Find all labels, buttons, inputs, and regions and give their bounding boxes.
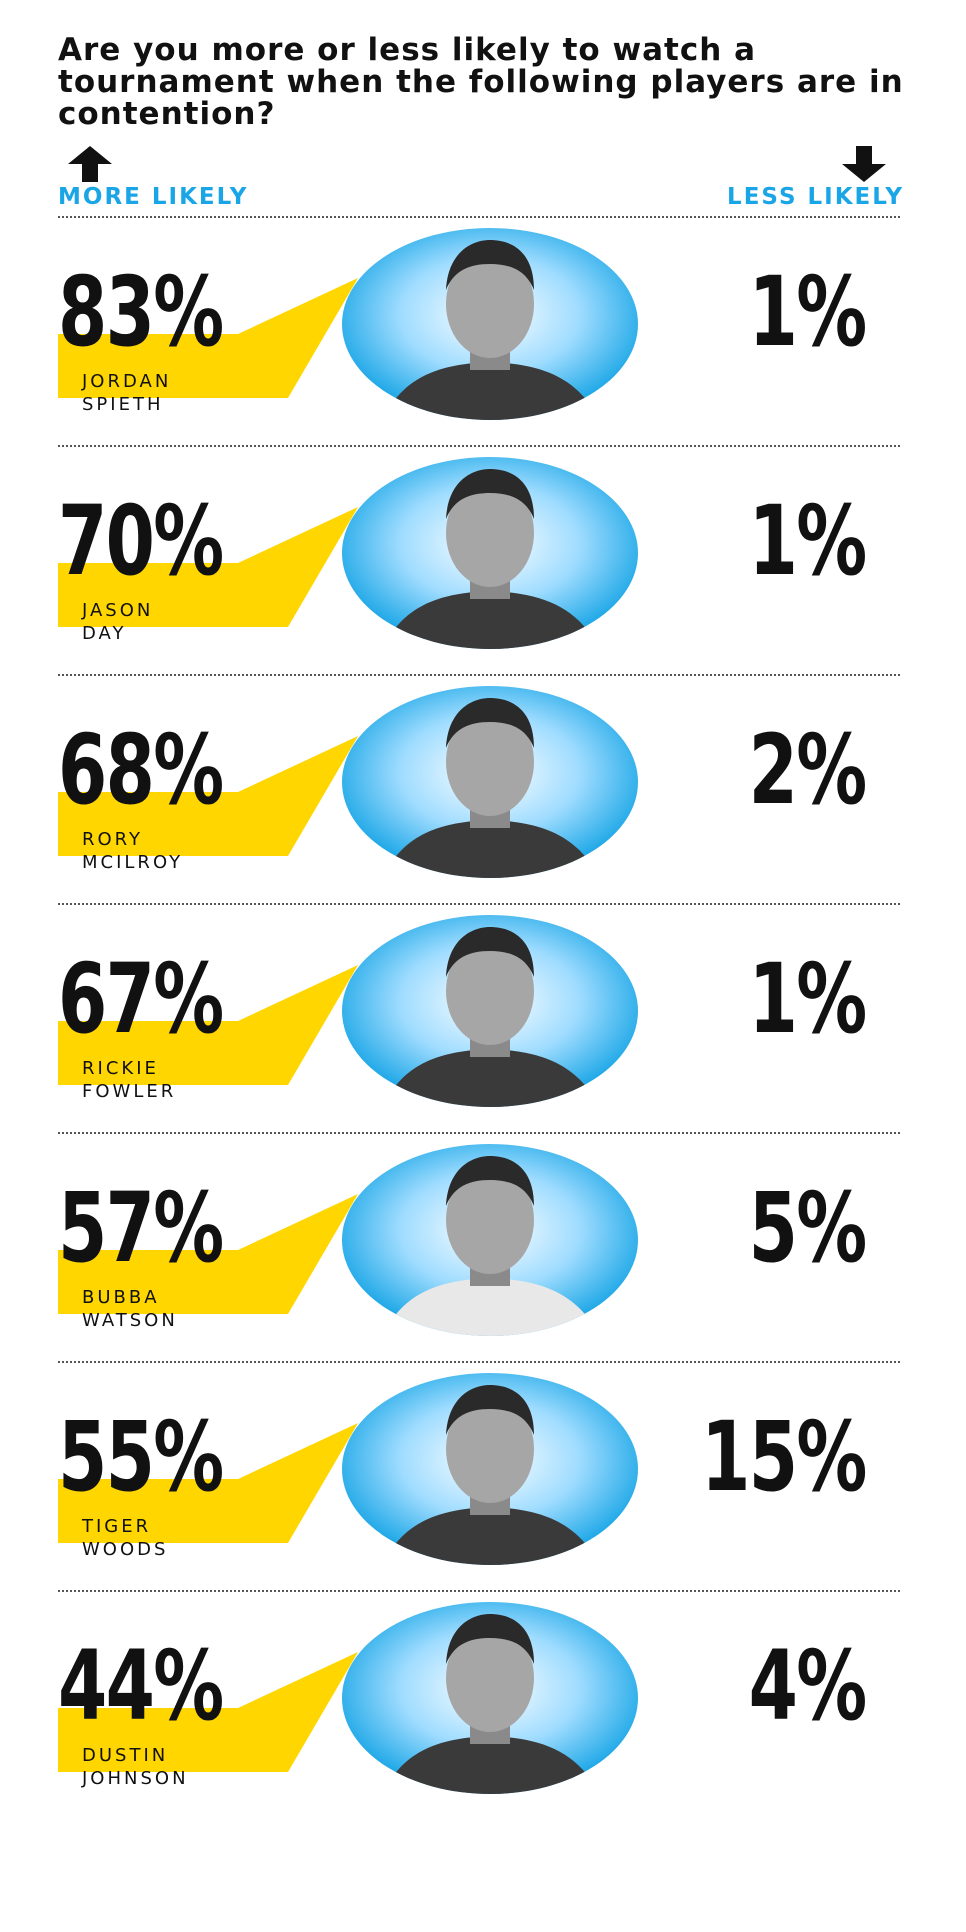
player-portrait bbox=[342, 1373, 638, 1565]
less-likely-value: 1% bbox=[749, 256, 868, 368]
callout-shape bbox=[58, 965, 358, 1085]
divider bbox=[58, 445, 900, 447]
less-likely-value: 15% bbox=[701, 1401, 867, 1513]
divider bbox=[58, 903, 900, 905]
player-name: RORY MCILROY bbox=[82, 828, 282, 874]
player-name-line: DUSTIN bbox=[82, 1745, 169, 1766]
player-name-line: MCILROY bbox=[82, 852, 184, 873]
player-name-line: SPIETH bbox=[82, 394, 164, 415]
legend-more-likely: MORE LIKELY bbox=[58, 184, 249, 210]
player-portrait bbox=[342, 686, 638, 878]
more-likely-value: 67% bbox=[58, 943, 224, 1055]
player-name-line: TIGER bbox=[82, 1516, 152, 1537]
player-name: TIGER WOODS bbox=[82, 1515, 282, 1561]
divider bbox=[58, 674, 900, 676]
legend-less-likely: LESS LIKELY bbox=[727, 184, 904, 210]
player-portrait bbox=[342, 915, 638, 1107]
arrow-down-icon bbox=[842, 146, 886, 182]
more-likely-value: 55% bbox=[58, 1401, 224, 1513]
player-portrait bbox=[342, 228, 638, 420]
more-likely-value: 70% bbox=[58, 485, 224, 597]
player-name-line: JORDAN bbox=[82, 371, 172, 392]
player-row: 83% JORDAN SPIETH 1% bbox=[0, 218, 966, 448]
callout-shape bbox=[58, 278, 358, 398]
chart-title: Are you more or less likely to watch a t… bbox=[58, 32, 904, 132]
divider bbox=[58, 216, 900, 218]
callout-shape bbox=[58, 736, 358, 856]
player-name-line: RICKIE bbox=[82, 1058, 159, 1079]
player-portrait bbox=[342, 457, 638, 649]
player-row: 57% BUBBA WATSON 5% bbox=[0, 1134, 966, 1364]
player-name: DUSTIN JOHNSON bbox=[82, 1744, 282, 1790]
less-likely-value: 2% bbox=[749, 714, 868, 826]
player-name: BUBBA WATSON bbox=[82, 1286, 282, 1332]
player-name-line: WATSON bbox=[82, 1310, 178, 1331]
less-likely-value: 1% bbox=[749, 943, 868, 1055]
callout-shape bbox=[58, 1652, 358, 1772]
player-row: 67% RICKIE FOWLER 1% bbox=[0, 905, 966, 1135]
less-likely-value: 5% bbox=[749, 1172, 868, 1284]
player-name: RICKIE FOWLER bbox=[82, 1057, 282, 1103]
player-name-line: FOWLER bbox=[82, 1081, 177, 1102]
more-likely-value: 57% bbox=[58, 1172, 224, 1284]
less-likely-value: 1% bbox=[749, 485, 868, 597]
less-likely-value: 4% bbox=[749, 1630, 868, 1742]
divider bbox=[58, 1590, 900, 1592]
player-name-line: WOODS bbox=[82, 1539, 169, 1560]
player-row: 68% RORY MCILROY 2% bbox=[0, 676, 966, 906]
player-name-line: JASON bbox=[82, 600, 154, 621]
more-likely-value: 83% bbox=[58, 256, 224, 368]
player-name: JORDAN SPIETH bbox=[82, 370, 282, 416]
divider bbox=[58, 1361, 900, 1363]
player-name-line: BUBBA bbox=[82, 1287, 160, 1308]
arrow-up-icon bbox=[68, 146, 112, 182]
player-name-line: JOHNSON bbox=[82, 1768, 189, 1789]
player-name-line: DAY bbox=[82, 623, 127, 644]
player-portrait bbox=[342, 1144, 638, 1336]
callout-shape bbox=[58, 507, 358, 627]
player-row: 44% DUSTIN JOHNSON 4% bbox=[0, 1592, 966, 1822]
more-likely-value: 44% bbox=[58, 1630, 224, 1742]
player-name: JASON DAY bbox=[82, 599, 282, 645]
player-row: 55% TIGER WOODS 15% bbox=[0, 1363, 966, 1593]
player-name-line: RORY bbox=[82, 829, 144, 850]
callout-shape bbox=[58, 1194, 358, 1314]
more-likely-value: 68% bbox=[58, 714, 224, 826]
player-portrait bbox=[342, 1602, 638, 1794]
callout-shape bbox=[58, 1423, 358, 1543]
player-row: 70% JASON DAY 1% bbox=[0, 447, 966, 677]
divider bbox=[58, 1132, 900, 1134]
